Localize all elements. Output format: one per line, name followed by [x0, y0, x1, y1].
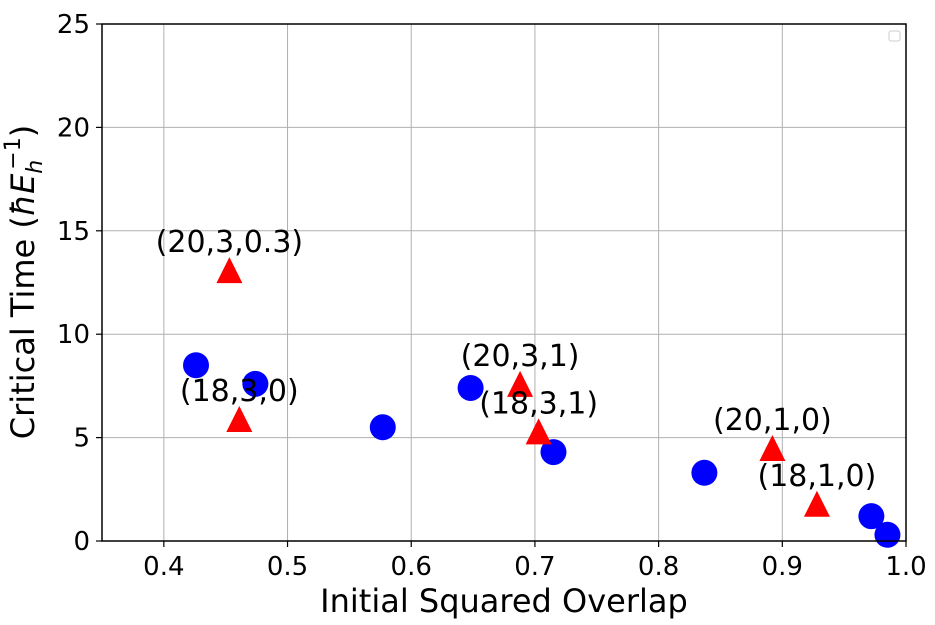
- circle-point: [691, 459, 718, 486]
- x-axis-title: Initial Squared Overlap: [320, 582, 688, 620]
- point-label: (20,3,1): [461, 339, 580, 374]
- point-label: (18,3,0): [180, 374, 299, 409]
- y-tick-label: 15: [57, 217, 90, 247]
- legend-box: [888, 30, 901, 42]
- triangle-point: [226, 405, 253, 432]
- y-axis-title: Critical Time (ħEh−1): [1, 125, 48, 439]
- point-label: (20,1,0): [713, 403, 832, 438]
- triangle-point: [759, 434, 786, 461]
- y-axis-title-text: Critical Time (: [4, 216, 42, 439]
- circle-point: [858, 503, 885, 530]
- point-label: (18,1,0): [758, 459, 877, 494]
- y-tick-label: 20: [57, 113, 90, 143]
- axis-ticks: 0.4 0.5 0.6 0.7 0.8 0.9 1.0 0 5 10 15 20 25: [57, 10, 927, 582]
- point-label: (20,3,0.3): [156, 225, 303, 260]
- triangle-point: [507, 370, 534, 397]
- y-tick-label: 0: [73, 527, 90, 557]
- x-tick-label: 0.9: [762, 552, 803, 582]
- x-tick-label: 0.5: [267, 552, 308, 582]
- y-axis-title-subscript: h: [23, 160, 48, 174]
- x-tick-label: 0.7: [514, 552, 555, 582]
- circle-point: [242, 370, 269, 397]
- circle-point: [369, 414, 396, 441]
- y-axis-title-hbar: ħ: [4, 194, 42, 216]
- circle-point: [457, 374, 484, 401]
- triangle-point: [216, 257, 243, 284]
- plot-frame: [101, 23, 907, 542]
- circle-point: [183, 352, 210, 379]
- y-axis-title-energy: E: [4, 173, 42, 194]
- triangle-point: [803, 490, 830, 517]
- data-points: [183, 257, 901, 548]
- y-tick-label: 5: [73, 424, 90, 454]
- point-label: (18,3,1): [479, 386, 598, 421]
- x-tick-label: 0.8: [638, 552, 679, 582]
- x-tick-label: 0.6: [391, 552, 432, 582]
- point-annotations: (20,3,0.3) (18,3,0) (20,3,1) (18,3,1) (20,1,…: [156, 225, 877, 494]
- triangle-point: [525, 418, 552, 445]
- y-tick-label: 25: [57, 10, 90, 40]
- circle-point: [540, 439, 567, 466]
- y-tick-label: 10: [57, 320, 90, 350]
- x-tick-label: 1.0: [885, 552, 926, 582]
- y-axis-title-superscript: −1: [1, 137, 26, 169]
- y-axis-title-close: ): [4, 125, 42, 137]
- x-tick-label: 0.4: [143, 552, 184, 582]
- circle-point: [874, 521, 901, 548]
